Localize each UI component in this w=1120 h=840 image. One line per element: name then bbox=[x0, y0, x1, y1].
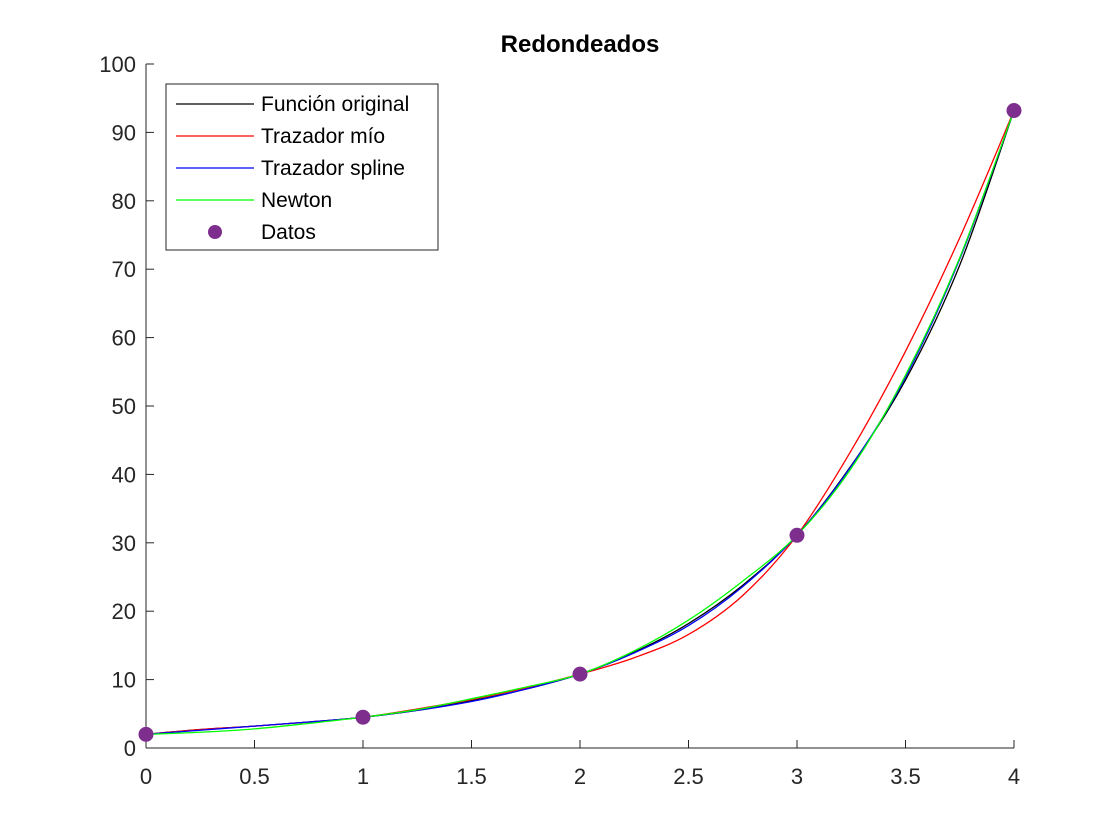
marker-layer bbox=[138, 103, 1022, 742]
legend-label: Trazador mío bbox=[261, 125, 385, 148]
y-tick-label: 40 bbox=[112, 462, 136, 487]
x-tick-label: 0 bbox=[140, 764, 152, 789]
y-tick-label: 60 bbox=[112, 326, 136, 351]
y-tick-label: 80 bbox=[112, 189, 136, 214]
x-tick-label: 2 bbox=[574, 764, 586, 789]
x-tick-label: 3.5 bbox=[890, 764, 921, 789]
plot-area bbox=[145, 110, 1015, 735]
x-tick-label: 3 bbox=[791, 764, 803, 789]
y-tick-label: 20 bbox=[112, 599, 136, 624]
y-tick-label: 0 bbox=[124, 736, 136, 761]
chart-title: Redondeados bbox=[501, 31, 660, 58]
legend: Función original Trazador mío Trazador spl… bbox=[165, 83, 439, 251]
legend-label: Datos bbox=[261, 221, 316, 244]
y-tick-label: 10 bbox=[112, 668, 136, 693]
x-tick-label: 1 bbox=[357, 764, 369, 789]
legend-label: Newton bbox=[261, 189, 332, 212]
data-point bbox=[1006, 103, 1022, 119]
data-point bbox=[355, 709, 371, 725]
data-point bbox=[572, 666, 588, 682]
y-tick-label: 90 bbox=[112, 120, 136, 145]
x-tick-label: 4 bbox=[1008, 764, 1020, 789]
legend-label: Trazador spline bbox=[261, 157, 405, 180]
legend-marker bbox=[208, 225, 222, 239]
y-tick-label: 100 bbox=[99, 52, 136, 77]
x-tick-label: 2.5 bbox=[673, 764, 704, 789]
x-tick-label: 1.5 bbox=[456, 764, 487, 789]
series-line-trazador-spline bbox=[145, 110, 1015, 735]
y-tick-label: 50 bbox=[112, 394, 136, 419]
y-tick-label: 30 bbox=[112, 531, 136, 556]
x-tick-label: 0.5 bbox=[239, 764, 270, 789]
data-point bbox=[138, 726, 154, 742]
data-point bbox=[789, 527, 805, 543]
series-line-newton bbox=[145, 110, 1015, 735]
legend-box bbox=[165, 83, 439, 251]
y-tick-label: 70 bbox=[112, 257, 136, 282]
legend-label: Función original bbox=[261, 93, 409, 116]
